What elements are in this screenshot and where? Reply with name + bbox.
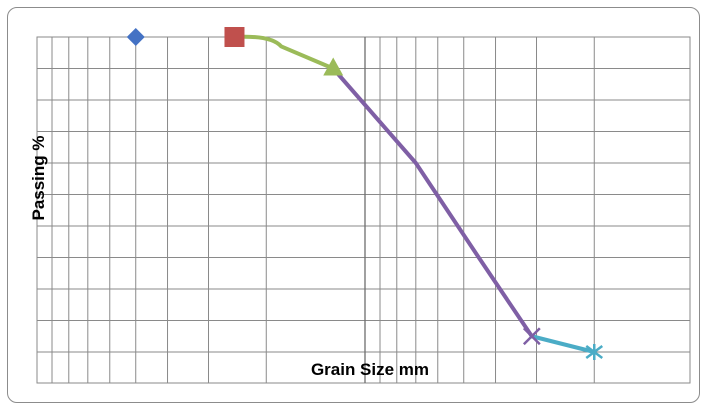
chart-grid — [36, 36, 691, 384]
data-point-star — [585, 344, 604, 360]
data-point-triangle — [323, 57, 344, 76]
data-point-diamond — [126, 28, 145, 46]
series-line-x — [331, 66, 534, 339]
chart-frame — [7, 7, 700, 403]
plot-area-border — [36, 36, 691, 384]
y-axis-title: Passing % — [29, 135, 48, 220]
data-point-x — [522, 327, 541, 346]
series-markers — [126, 27, 604, 360]
data-point-square — [224, 27, 245, 47]
series-line-triangle — [232, 34, 336, 71]
x-axis-title: Grain Size mm — [311, 360, 429, 379]
series-line-star — [529, 334, 597, 354]
